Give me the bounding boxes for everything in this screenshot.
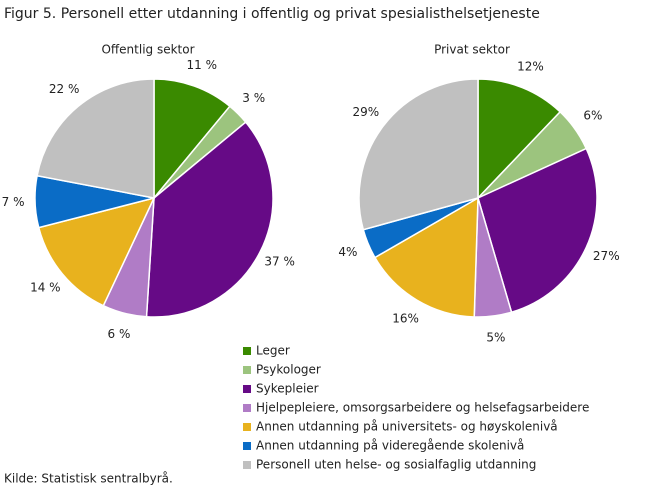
legend-label: Annen utdanning på videregående skoleniv… [256,439,524,453]
data-label: 11 % [187,58,218,72]
legend-label: Hjelpepleiere, omsorgsarbeidere og helse… [256,401,589,415]
data-label: 16% [392,311,419,325]
data-label: 7 % [2,195,25,209]
data-label: 12% [517,60,544,74]
pie-title: Offentlig sektor [101,43,194,57]
pie-slice [145,121,274,318]
data-label: 3 % [242,91,265,105]
pie-slice [477,78,562,200]
data-label: 22 % [49,82,80,96]
data-label: 27% [593,249,620,263]
pie-slice [36,78,155,199]
legend-label: Sykepleier [256,382,319,396]
pie-slice [153,78,231,201]
legend-swatch [243,423,251,431]
pie-slice [373,196,479,318]
pie-title: Privat sektor [434,43,510,57]
pie-slice [477,147,598,314]
legend-swatch [243,442,251,450]
data-label: 6 % [108,327,131,341]
data-label: 4% [338,245,357,259]
figure-title: Figur 5. Personell etter utdanning i off… [4,6,540,22]
data-label: 29% [352,105,379,119]
legend-label: Annen utdanning på universitets- og høys… [256,420,558,434]
source: Kilde: Statistisk sentralbyrå. [4,472,173,486]
pie-slice [358,78,479,231]
legend-label: Psykologer [256,363,321,377]
data-label: 5% [486,330,505,344]
legend-swatch [243,385,251,393]
legend-swatch [243,461,251,469]
legend-swatch [243,347,251,355]
legend-label: Personell uten helse- og sosialfaglig ut… [256,458,536,472]
pie-slice [37,196,156,307]
data-label: 14 % [30,280,61,294]
data-label: 37 % [264,255,295,269]
legend-swatch [243,404,251,412]
legend-swatch [243,366,251,374]
legend-label: Leger [256,344,290,358]
data-label: 6% [583,109,602,123]
